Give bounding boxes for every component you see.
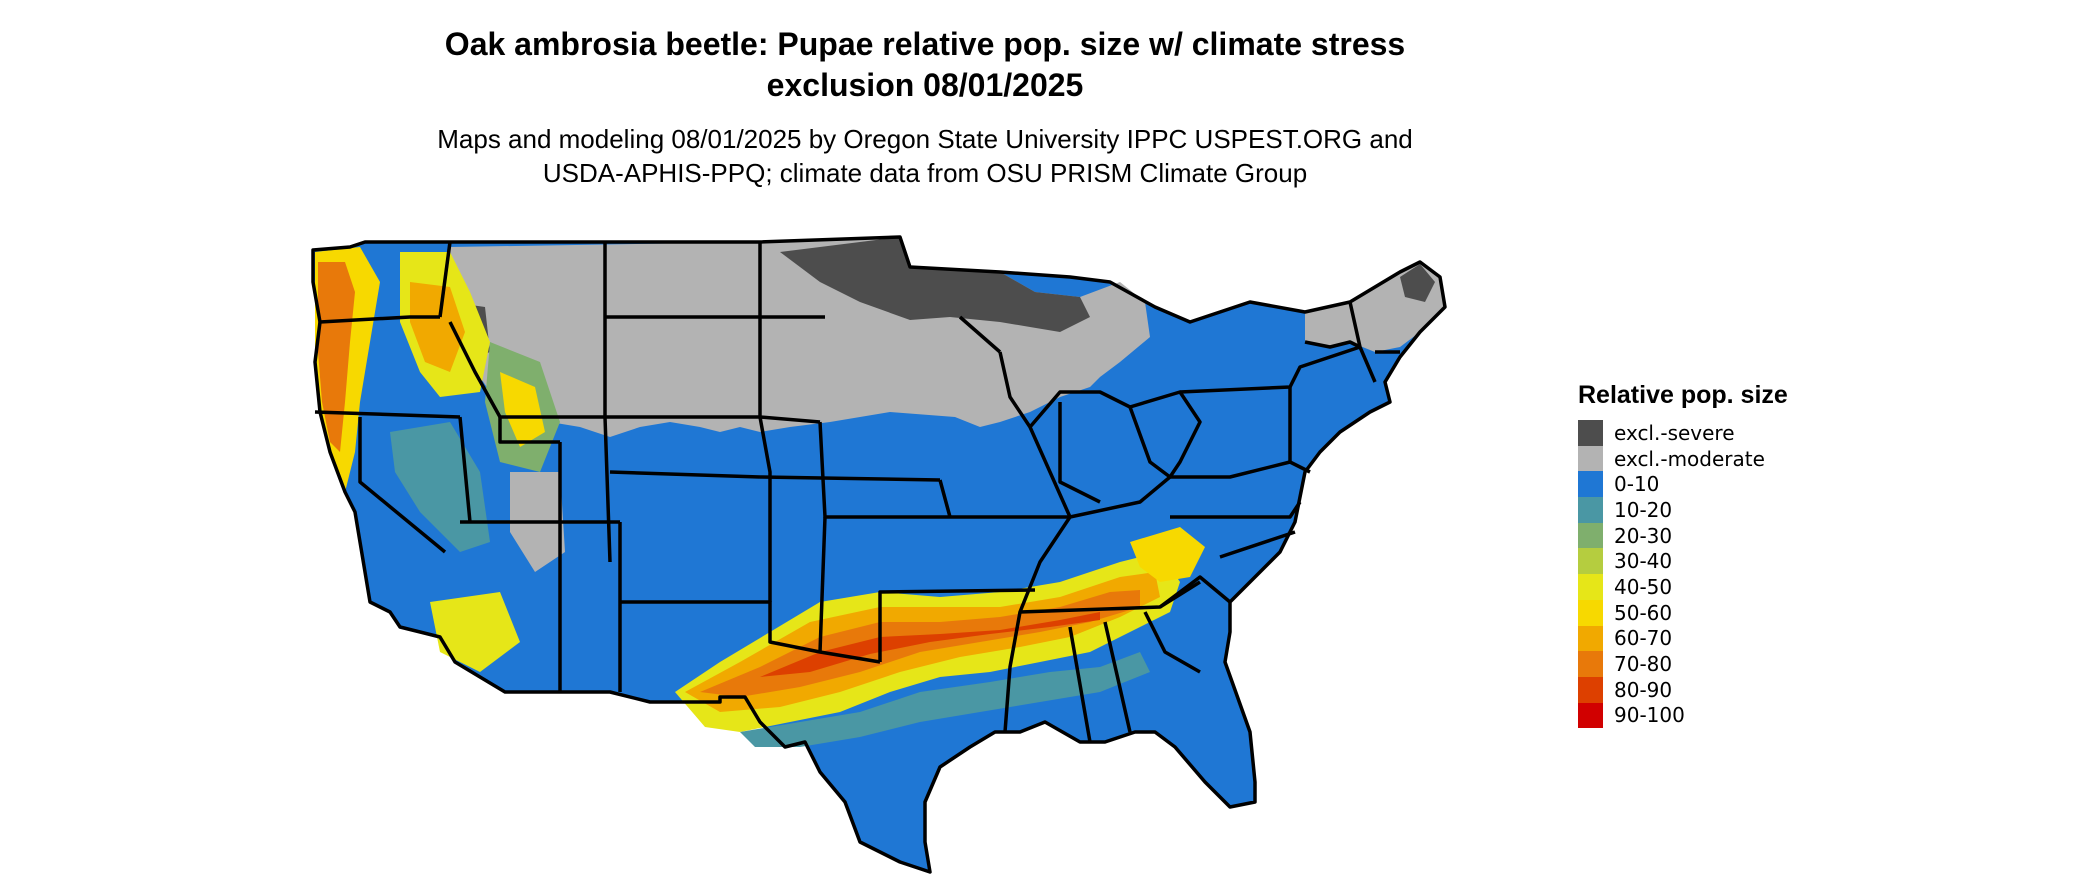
legend-label: 70-80	[1614, 652, 1673, 677]
legend-item: 80-90	[1578, 676, 1788, 703]
legend-swatch	[1578, 676, 1603, 703]
legend-item: excl.-severe	[1578, 420, 1788, 446]
zone-gulf-coast-teal	[740, 652, 1150, 747]
zone-carolina-yellow	[1130, 527, 1205, 582]
legend-item: 70-80	[1578, 651, 1788, 677]
legend-item: 10-20	[1578, 497, 1788, 523]
legend-label: 50-60	[1614, 600, 1673, 625]
legend-swatch	[1578, 420, 1603, 446]
legend-swatch	[1578, 625, 1603, 652]
legend-item: 30-40	[1578, 548, 1788, 575]
legend-swatch	[1578, 471, 1603, 498]
legend-label: 90-100	[1614, 703, 1685, 728]
zone-south-band-red	[760, 612, 1100, 677]
map-subtitle-line2: USDA-APHIS-PPQ; climate data from OSU PR…	[542, 158, 1308, 188]
legend-item: excl.-moderate	[1578, 445, 1788, 472]
us-population-map	[311, 235, 1447, 874]
legend-label: 0-10	[1614, 472, 1660, 497]
legend-item: 0-10	[1578, 471, 1788, 498]
legend-title: Relative pop. size	[1578, 381, 1788, 409]
zone-utah-yellow	[500, 372, 545, 447]
zone-excl-severe-maine	[1400, 264, 1435, 302]
zone-idaho-orange	[410, 282, 465, 372]
legend-item: 40-50	[1578, 574, 1788, 600]
legend-swatch	[1578, 522, 1603, 549]
legend-swatch	[1578, 702, 1603, 729]
legend: Relative pop. size excl.-severe excl.-mo…	[1578, 380, 1788, 729]
zone-west-coast-orange	[318, 262, 355, 452]
map-subtitle-line1: Maps and modeling 08/01/2025 by Oregon S…	[437, 124, 1413, 154]
zone-arizona-mosaic	[430, 592, 520, 672]
legend-item: 90-100	[1578, 702, 1788, 729]
legend-swatch	[1578, 445, 1603, 472]
legend-label: 30-40	[1614, 549, 1673, 574]
map-title-line1: Oak ambrosia beetle: Pupae relative pop.…	[444, 26, 1406, 62]
legend-item: 20-30	[1578, 522, 1788, 549]
legend-swatch	[1578, 651, 1603, 677]
legend-swatch	[1578, 548, 1603, 575]
legend-label: excl.-moderate	[1614, 446, 1765, 471]
legend-label: 20-30	[1614, 523, 1673, 548]
legend-label: 10-20	[1614, 497, 1673, 522]
legend-label: 80-90	[1614, 677, 1673, 702]
legend-swatch	[1578, 599, 1603, 626]
zone-excl-severe-north	[780, 237, 1090, 332]
state-boundaries	[311, 235, 1447, 874]
map-title-line2: exclusion 08/01/2025	[766, 67, 1084, 103]
legend-label: 60-70	[1614, 626, 1673, 651]
legend-swatch	[1578, 497, 1603, 523]
legend-item: 50-60	[1578, 599, 1788, 626]
legend-label: 40-50	[1614, 574, 1673, 599]
legend-label: excl.-severe	[1614, 420, 1735, 445]
legend-item: 60-70	[1578, 625, 1788, 652]
legend-swatch	[1578, 574, 1603, 600]
